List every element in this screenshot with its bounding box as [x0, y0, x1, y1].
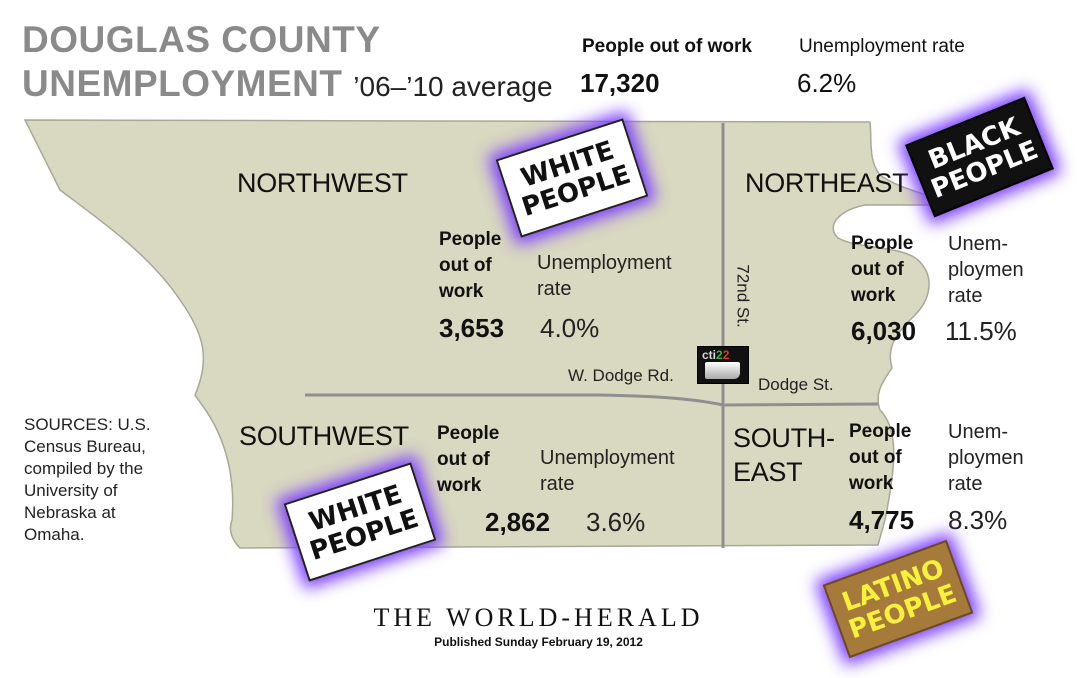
- nw-rate-label-2: rate: [537, 278, 572, 300]
- ne-people-value: 6,030: [851, 316, 917, 346]
- ne-rate-label: Unem- ploymen rate: [948, 231, 1024, 309]
- title-line-1: DOUGLAS COUNTY: [22, 19, 381, 60]
- se-people-label-1: People: [849, 421, 912, 442]
- logo-part-3: 2: [722, 348, 730, 362]
- se-rate-label-3: rate: [948, 473, 983, 495]
- region-southeast-name-1: SOUTH-: [733, 423, 835, 453]
- cti22-logo: cti22: [697, 346, 749, 384]
- sw-people-label: People out of work: [437, 421, 499, 499]
- sw-people-label-1: People: [437, 423, 500, 444]
- ne-people-label-1: People: [851, 233, 914, 254]
- nw-rate-value: 4.0%: [540, 313, 600, 343]
- title-line-2-text: UNEMPLOYMENT: [22, 63, 343, 104]
- nw-people-label: People out of work: [439, 227, 501, 305]
- nw-people-label-2: out of: [439, 255, 492, 276]
- county-rate-label: Unemployment rate: [799, 36, 965, 57]
- street-72nd-label: 72nd St.: [733, 264, 753, 328]
- nw-people-value: 3,653: [439, 313, 505, 343]
- region-northwest-name: NORTHWEST: [237, 168, 408, 198]
- ne-rate-label-3: rate: [948, 285, 983, 307]
- logo-part-1: cti: [702, 348, 717, 362]
- ne-people-label-3: work: [851, 285, 896, 306]
- se-people-label: People out of work: [849, 419, 911, 497]
- sources-line-6: Omaha.: [24, 525, 85, 544]
- ne-rate-label-1: Unem-: [948, 233, 1009, 255]
- se-people-label-3: work: [849, 473, 894, 494]
- region-southeast-name: SOUTH- EAST: [733, 421, 835, 489]
- title-line-2: UNEMPLOYMENT ’06–’10 average: [22, 62, 553, 109]
- se-rate-value: 8.3%: [948, 505, 1008, 535]
- published-date: Published Sunday February 19, 2012: [434, 635, 643, 649]
- nw-people-label-3: work: [439, 281, 484, 302]
- ne-people-label-2: out of: [851, 259, 904, 280]
- ne-rate-value: 11.5%: [945, 316, 1017, 346]
- region-southwest-name: SOUTHWEST: [239, 421, 409, 451]
- logo-part-2: 2: [716, 348, 723, 362]
- se-rate-label: Unem- ploymen rate: [948, 419, 1024, 497]
- street-dodge-label: Dodge St.: [758, 375, 834, 394]
- sw-rate-value: 3.6%: [586, 507, 646, 537]
- se-people-label-2: out of: [849, 447, 902, 468]
- map-title: DOUGLAS COUNTY UNEMPLOYMENT ’06–’10 aver…: [22, 18, 553, 109]
- sources-note: SOURCES: U.S. Census Bureau, compiled by…: [24, 414, 174, 546]
- nw-rate-label-1: Unemployment: [537, 252, 672, 274]
- nw-rate-label: Unemployment rate: [537, 250, 672, 302]
- cti22-logo-text: cti22: [702, 348, 729, 362]
- county-rate-value: 6.2%: [797, 68, 857, 98]
- sw-people-label-3: work: [437, 475, 482, 496]
- divider-dodge: [305, 393, 879, 407]
- ne-rate-label-2: ploymen: [948, 259, 1024, 281]
- ne-people-label: People out of work: [851, 231, 913, 309]
- nw-people-label-1: People: [439, 229, 502, 250]
- title-subtitle: ’06–’10 average: [353, 71, 553, 102]
- sw-people-value: 2,862: [485, 507, 551, 537]
- newspaper-name: THE WORLD-HERALD: [373, 603, 704, 632]
- county-shape: [23, 119, 953, 549]
- sources-line-3: compiled by the: [24, 459, 144, 478]
- sw-rate-label-2: rate: [540, 473, 575, 495]
- sw-people-label-2: out of: [437, 449, 490, 470]
- sw-rate-label: Unemployment rate: [540, 445, 675, 497]
- monitor-icon: [705, 362, 740, 379]
- street-w-dodge-label: W. Dodge Rd.: [568, 366, 674, 385]
- se-people-value: 4,775: [849, 505, 915, 535]
- region-southeast-name-2: EAST: [733, 457, 803, 487]
- county-people-value: 17,320: [580, 68, 660, 98]
- region-northeast-name: NORTHEAST: [745, 168, 909, 198]
- sources-line-4: University of: [24, 481, 118, 500]
- se-rate-label-1: Unem-: [948, 421, 1009, 443]
- sources-line-2: Census Bureau,: [24, 437, 146, 456]
- se-rate-label-2: ploymen: [948, 447, 1024, 469]
- sources-line-1: SOURCES: U.S.: [24, 415, 151, 434]
- sources-line-5: Nebraska at: [24, 503, 116, 522]
- sw-rate-label-1: Unemployment: [540, 447, 675, 469]
- county-people-label: People out of work: [582, 36, 752, 57]
